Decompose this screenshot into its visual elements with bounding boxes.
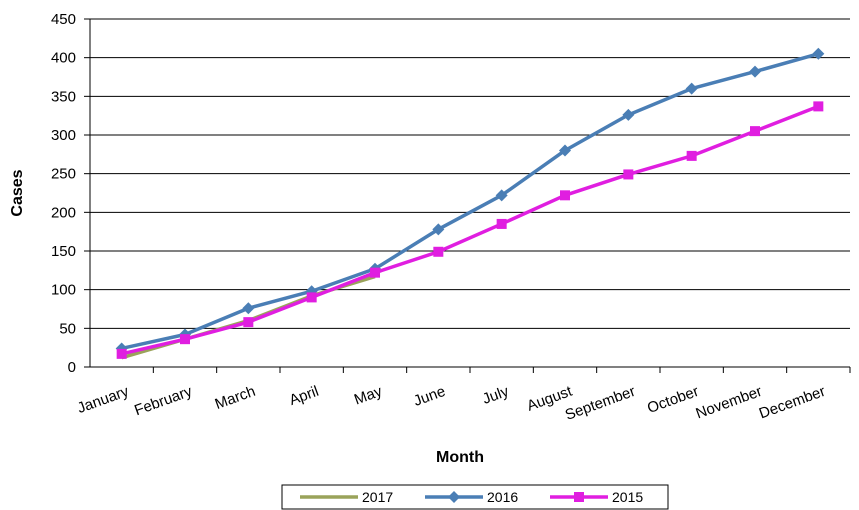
x-tick-label: November (694, 383, 765, 423)
y-tick-label: 150 (51, 243, 76, 260)
y-tick-label: 450 (51, 11, 76, 28)
series-line (121, 52, 819, 351)
diamond-marker (242, 302, 255, 315)
square-marker (433, 246, 444, 257)
legend-label: 2017 (362, 489, 393, 505)
x-tick-label: February (132, 383, 195, 420)
x-tick-label: October (645, 383, 701, 417)
diamond-marker (559, 144, 571, 157)
y-axis-label: Cases (9, 169, 26, 216)
diamond-marker (685, 82, 698, 95)
diamond-marker (495, 189, 508, 202)
square-marker (180, 334, 190, 345)
y-tick-label: 300 (51, 127, 76, 144)
y-tick-label: 200 (51, 204, 76, 221)
y-tick-label: 50 (59, 320, 76, 337)
x-tick-label: December (757, 383, 828, 423)
square-marker (560, 190, 570, 201)
x-tick-label: July (480, 383, 511, 408)
x-tick-label: May (352, 383, 385, 409)
y-tick-label: 100 (51, 282, 76, 299)
diamond-marker (749, 65, 761, 78)
legend-label: 2015 (612, 489, 643, 505)
y-tick-label: 0 (68, 359, 76, 376)
x-axis-label: Month (436, 449, 484, 466)
square-marker (750, 126, 760, 137)
square-marker (306, 292, 317, 303)
y-tick-label: 400 (51, 50, 76, 67)
x-tick-label: March (213, 383, 258, 413)
y-tick-label: 350 (51, 88, 76, 105)
square-marker (574, 492, 584, 502)
square-marker (116, 348, 127, 359)
x-tick-label: June (411, 383, 447, 410)
y-tick-label: 250 (51, 166, 76, 183)
diamond-marker (622, 108, 635, 121)
x-tick-label: January (75, 383, 131, 417)
square-marker (370, 267, 380, 278)
diamond-marker (448, 491, 460, 503)
legend-label: 2016 (487, 489, 518, 505)
square-marker (243, 317, 254, 328)
square-marker (686, 150, 697, 161)
diamond-marker (432, 223, 445, 236)
diamond-marker (812, 47, 825, 60)
series-line (121, 104, 819, 356)
square-marker (623, 169, 634, 180)
square-marker (496, 218, 507, 229)
x-tick-label: September (563, 383, 638, 424)
x-tick-label: April (287, 383, 321, 409)
square-marker (813, 101, 824, 112)
